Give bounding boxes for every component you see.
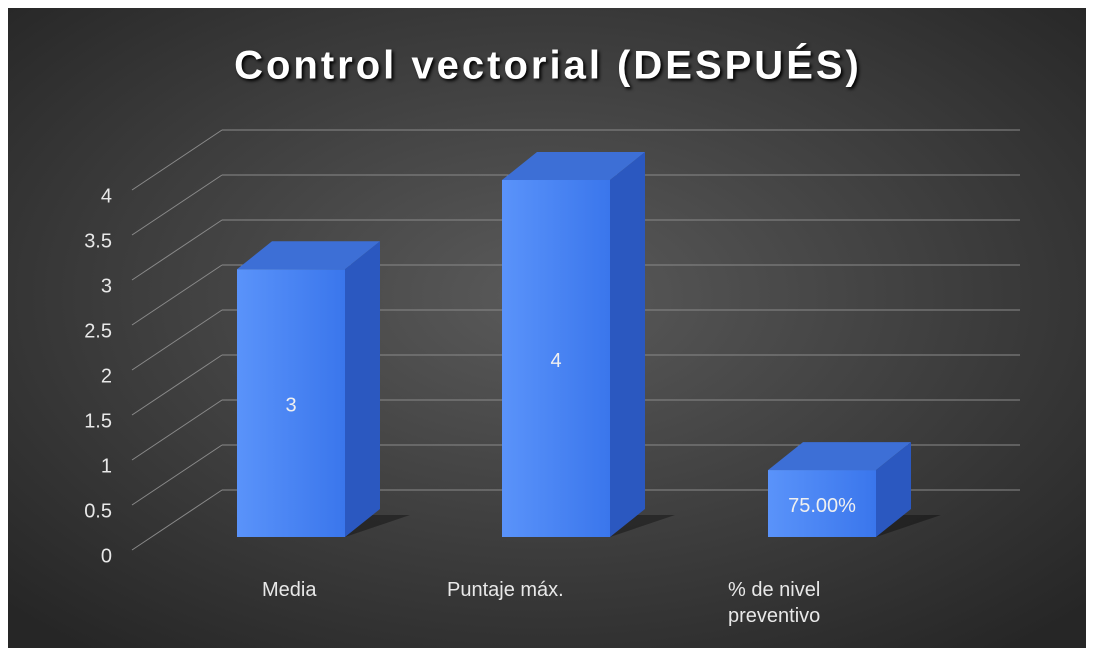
bar-front — [502, 180, 610, 537]
y-tick-label: 2 — [101, 365, 112, 387]
bar-top — [237, 241, 380, 270]
grid-line-side — [131, 354, 223, 416]
x-tick-label: % de nivel preventivo — [728, 579, 821, 627]
grid-line-side — [131, 219, 223, 281]
y-tick-label: 1 — [101, 455, 112, 477]
bar-side — [345, 241, 380, 537]
grid-line-side — [131, 309, 223, 371]
y-tick-label: 4 — [101, 185, 112, 207]
bar-front — [768, 470, 876, 537]
y-tick-label: 2.5 — [84, 320, 112, 342]
x-tick-label: Puntaje máx. — [447, 579, 564, 601]
grid-line-side — [131, 264, 223, 326]
y-tick-label: 3.5 — [84, 230, 112, 252]
grid-line-side — [131, 489, 223, 551]
data-label: 4 — [550, 350, 561, 372]
bar-top — [502, 152, 645, 180]
y-tick-label: 3 — [101, 275, 112, 297]
grid-line-side — [131, 174, 223, 236]
data-label: 75.00% — [788, 495, 856, 517]
x-tick-label: Media — [262, 579, 317, 601]
bar: 4 — [502, 152, 675, 537]
bar-front — [237, 269, 345, 537]
y-tick-label: 0 — [101, 545, 112, 567]
y-tick-label: 1.5 — [84, 410, 112, 432]
chart-title: Control vectorial (DESPUÉS) — [234, 43, 862, 88]
grid-line-side — [131, 444, 223, 506]
bar: 3 — [237, 241, 410, 537]
grid-line-side — [131, 129, 223, 191]
y-tick-label: 0.5 — [84, 500, 112, 522]
bar: 75.00% — [768, 442, 941, 537]
bar-side — [876, 442, 911, 537]
data-label: 3 — [285, 394, 296, 416]
grid-line-side — [131, 399, 223, 461]
bar-top — [768, 442, 911, 471]
bar-side — [610, 152, 645, 537]
